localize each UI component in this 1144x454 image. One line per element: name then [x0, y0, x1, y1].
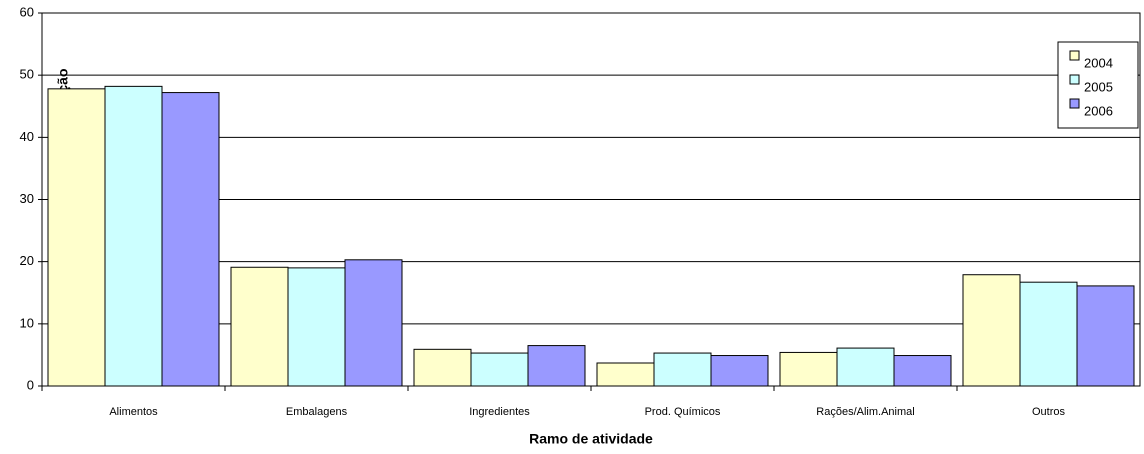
- y-tick-label: 50: [20, 67, 34, 82]
- bar: [893, 355, 952, 387]
- x-tick-label: Alimentos: [109, 406, 158, 418]
- bar: [962, 274, 1021, 387]
- y-tick-label: 40: [20, 129, 34, 144]
- y-tick-label: 60: [20, 4, 34, 19]
- y-tick-label: 0: [27, 377, 34, 392]
- x-tick-label: Embalagens: [286, 406, 348, 418]
- legend-swatch: [1069, 50, 1080, 61]
- bar: [287, 267, 346, 387]
- bar: [1076, 285, 1135, 387]
- bar: [596, 362, 655, 387]
- x-tick-label: Rações/Alim.Animal: [816, 406, 914, 418]
- y-tick-label: 30: [20, 191, 34, 206]
- x-tick-label: Outros: [1032, 406, 1066, 418]
- bar: [1019, 281, 1078, 387]
- bar: [230, 266, 289, 387]
- x-tick-label: Prod. Químicos: [645, 406, 721, 418]
- bar: [527, 345, 586, 387]
- legend-label: 2005: [1084, 79, 1113, 94]
- bar: [344, 259, 403, 387]
- bar: [470, 352, 529, 387]
- bar: [161, 92, 220, 387]
- legend-label: 2006: [1084, 103, 1113, 118]
- y-tick-label: 10: [20, 315, 34, 330]
- bar: [779, 351, 838, 387]
- bar: [104, 85, 163, 387]
- legend-label: 2004: [1084, 55, 1113, 70]
- x-axis-title: Ramo de atividade: [529, 431, 653, 447]
- y-tick-label: 20: [20, 253, 34, 268]
- bar: [47, 88, 106, 387]
- legend-swatch: [1069, 98, 1080, 109]
- bar: [653, 352, 712, 387]
- bar: [413, 348, 472, 387]
- legend-swatch: [1069, 74, 1080, 85]
- x-tick-label: Ingredientes: [469, 406, 530, 418]
- bar: [836, 347, 895, 387]
- bar: [710, 355, 769, 387]
